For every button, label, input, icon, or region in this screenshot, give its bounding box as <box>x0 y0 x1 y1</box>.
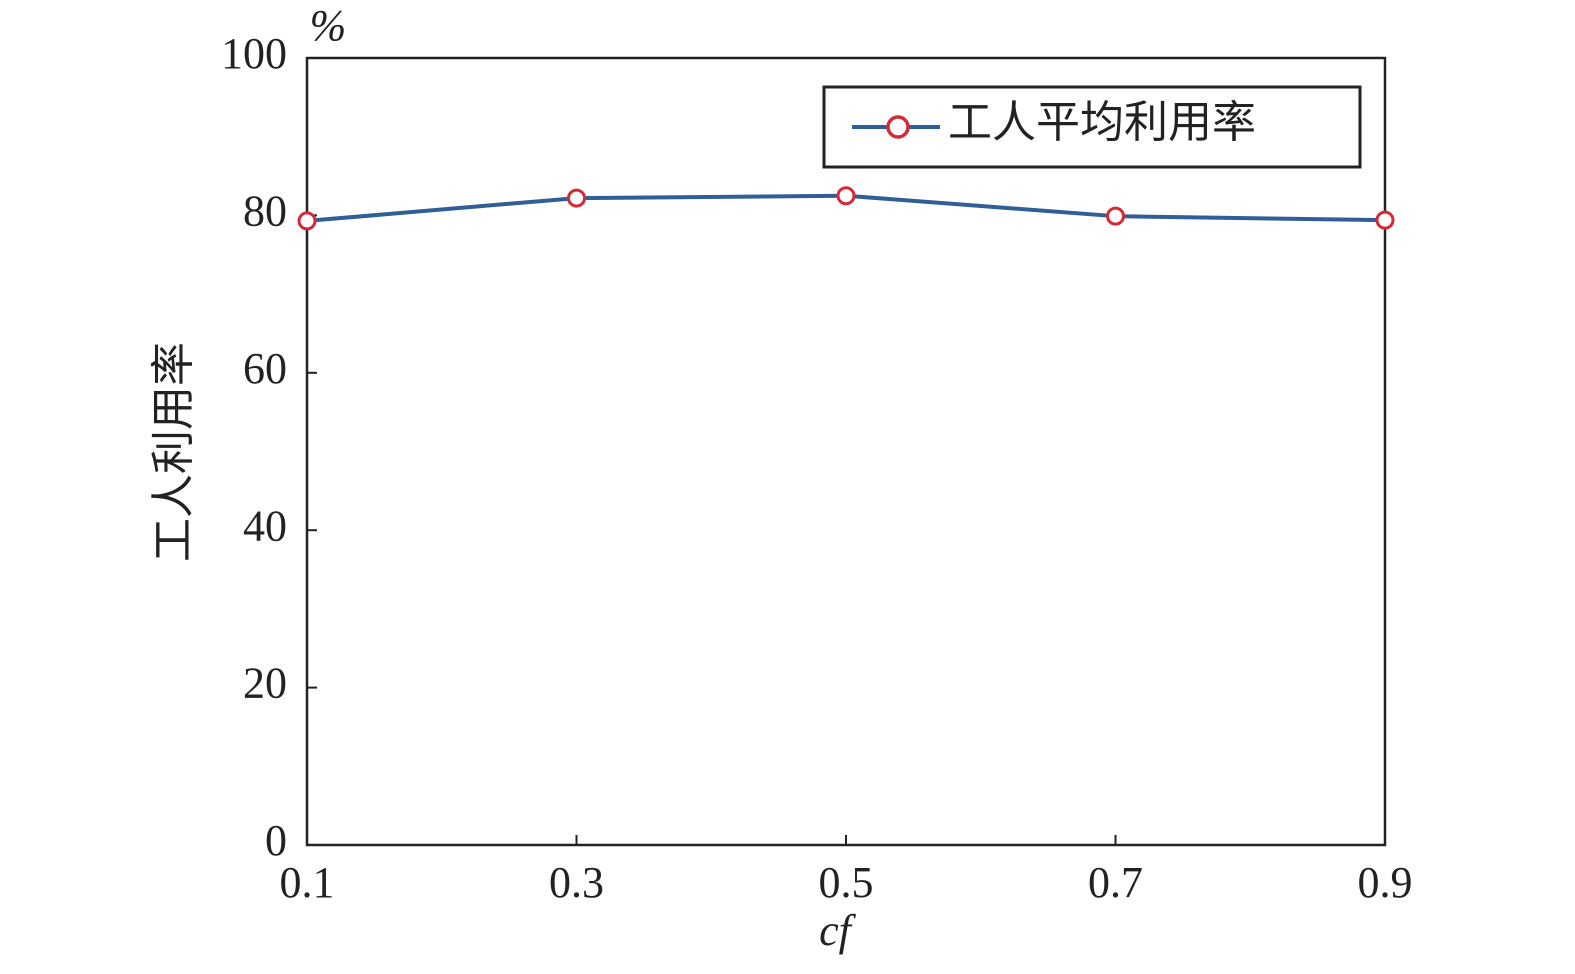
legend-label: 工人平均利用率 <box>948 98 1256 147</box>
legend-box <box>822 85 1362 169</box>
y-tick-label: 20 <box>243 659 287 708</box>
x-tick-label: 0.7 <box>1088 858 1143 907</box>
y-axis-label: 工人利用率 <box>149 342 198 562</box>
y-tick-label: 80 <box>243 186 287 235</box>
y-tick-label: 60 <box>243 344 287 393</box>
y-tick-label: 0 <box>265 816 287 865</box>
plot-frame <box>305 56 1387 847</box>
y-unit-label: % <box>310 1 347 50</box>
y-tick-label: 40 <box>243 501 287 550</box>
y-tick-label: 100 <box>221 29 287 78</box>
marker <box>836 186 856 206</box>
marker <box>1375 210 1395 230</box>
marker <box>567 188 586 208</box>
x-axis-label: cf <box>819 906 857 955</box>
legend-marker <box>886 115 910 139</box>
x-tick-label: 0.3 <box>549 858 604 907</box>
marker <box>1106 206 1125 226</box>
x-tick-label: 0.5 <box>819 858 874 907</box>
x-tick-label: 0.9 <box>1358 858 1413 907</box>
marker <box>297 211 317 231</box>
x-tick-label: 0.1 <box>280 858 335 907</box>
